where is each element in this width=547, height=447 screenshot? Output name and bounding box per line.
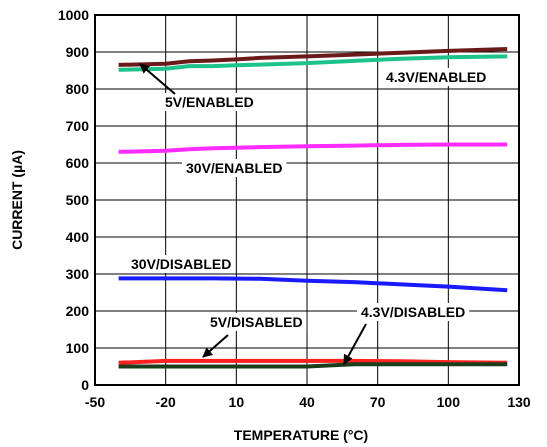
annotation-5v-disabled: 5V/DISABLED [210, 314, 303, 330]
annotation-4-3v-disabled: 4.3V/DISABLED [361, 304, 465, 320]
y-tick-label: 900 [66, 44, 90, 60]
y-tick-label: 0 [81, 377, 89, 393]
y-tick-label: 400 [66, 229, 90, 245]
annotation-background [182, 159, 287, 177]
annotation-arrows [139, 63, 367, 365]
x-tick-labels: -50 -20 10 40 70 100 130 [85, 394, 531, 410]
annotation-4-3v-enabled: 4.3V/ENABLED [386, 69, 486, 85]
x-tick-label: 40 [299, 394, 315, 410]
annotation-arrow [343, 323, 367, 365]
annotation-background [357, 303, 470, 321]
x-tick-label: 70 [370, 394, 386, 410]
y-tick-label: 800 [66, 81, 90, 97]
x-tick-label: 100 [437, 394, 461, 410]
annotation-arrow [139, 63, 176, 95]
y-tick-labels: 0 100 200 300 400 500 600 700 800 900 1000 [58, 7, 89, 393]
x-tick-label: 130 [507, 394, 531, 410]
series-line-4-3v-disabled [118, 362, 508, 369]
y-tick-label: 700 [66, 118, 90, 134]
y-axis-label: CURRENT (µA) [9, 150, 25, 250]
annotation-background [161, 93, 258, 111]
y-tick-label: 600 [66, 155, 90, 171]
annotation-arrow [202, 334, 229, 358]
y-tick-label: 500 [66, 192, 90, 208]
annotation-background [127, 255, 236, 273]
plot-frame [94, 14, 520, 386]
annotation-backgrounds [127, 68, 491, 331]
x-tick-label: -20 [156, 394, 176, 410]
series-line-4-3v-enabled [118, 54, 508, 72]
annotation-background [382, 68, 491, 86]
x-tick-label: 10 [229, 394, 245, 410]
series-annotations: 5V/ENABLED 4.3V/ENABLED 30V/ENABLED 30V/DIS… [131, 69, 486, 330]
y-tick-label: 1000 [58, 7, 89, 23]
series-layer [118, 47, 508, 369]
annotation-background [206, 313, 307, 331]
annotation-5v-enabled: 5V/ENABLED [165, 94, 254, 110]
y-tick-label: 300 [66, 266, 90, 282]
y-tick-label: 200 [66, 303, 90, 319]
annotation-30v-disabled: 30V/DISABLED [131, 256, 231, 272]
series-line-5v-disabled [118, 358, 508, 365]
y-tick-label: 100 [66, 340, 90, 356]
x-tick-label: -50 [85, 394, 105, 410]
annotation-30v-enabled: 30V/ENABLED [186, 160, 282, 176]
x-axis-label: TEMPERATURE (°C) [234, 427, 368, 443]
series-line-30v-enabled [118, 142, 508, 154]
series-line-30v-disabled [118, 276, 508, 293]
series-line-5v-enabled [118, 47, 508, 67]
